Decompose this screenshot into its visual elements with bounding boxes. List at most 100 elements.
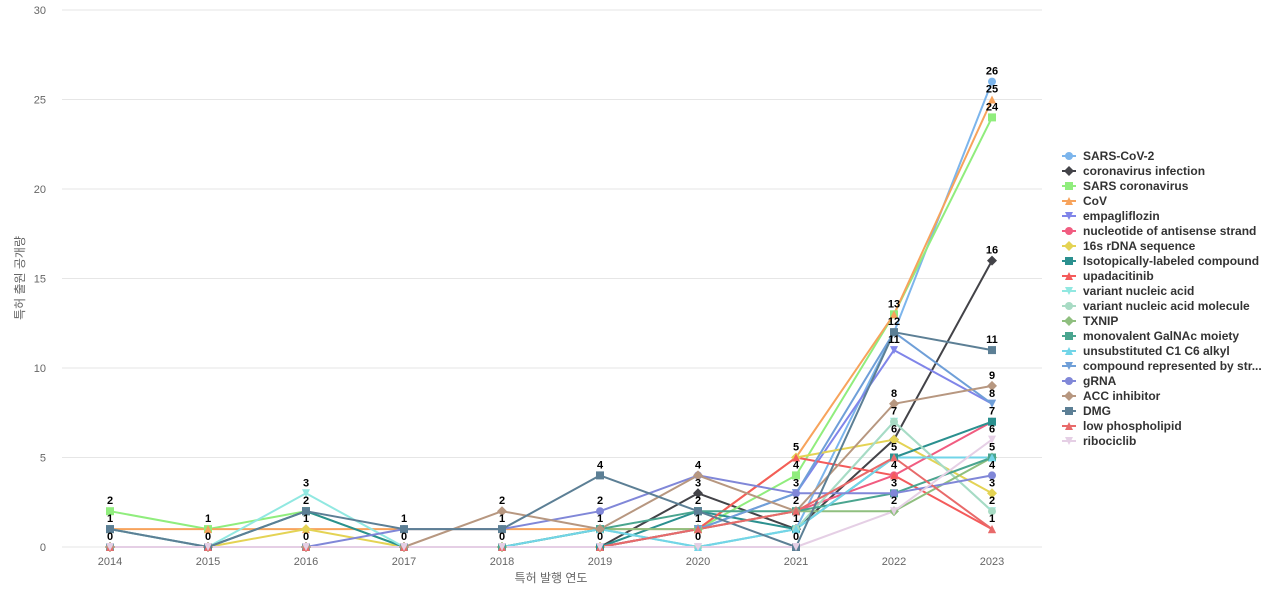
series-point xyxy=(302,507,310,516)
y-tick-label: 0 xyxy=(40,542,46,554)
series-point xyxy=(792,489,800,498)
series-point xyxy=(988,525,996,534)
series-point xyxy=(596,543,604,551)
legend-item[interactable]: ribociclib xyxy=(1062,434,1136,448)
data-label: 1 xyxy=(107,513,113,525)
legend-marker xyxy=(1065,152,1073,160)
series-point xyxy=(792,543,800,551)
data-label: 5 xyxy=(989,442,995,454)
data-label: 3 xyxy=(303,477,309,489)
x-tick-label: 2015 xyxy=(196,556,220,568)
legend-item[interactable]: compound represented by str... xyxy=(1062,359,1262,373)
data-label: 0 xyxy=(401,531,407,543)
legend-label: nucleotide of antisense strand xyxy=(1083,224,1256,238)
y-axis-ticks: 0 5 10 15 20 25 30 xyxy=(34,5,46,554)
legend-marker xyxy=(1065,407,1073,415)
legend-item[interactable]: empagliflozin xyxy=(1062,209,1160,223)
data-label: 6 xyxy=(891,424,897,436)
legend-item[interactable]: gRNA xyxy=(1062,374,1117,388)
legend-item[interactable]: coronavirus infection xyxy=(1062,164,1205,178)
data-label: 24 xyxy=(986,101,999,113)
y-axis-title: 특허 출원 공개량 xyxy=(13,236,27,320)
legend-marker xyxy=(1065,212,1073,220)
legend-label: SARS coronavirus xyxy=(1083,179,1189,193)
series-point xyxy=(890,417,898,426)
series-point xyxy=(988,77,996,86)
data-label: 25 xyxy=(986,84,998,96)
series-point xyxy=(889,434,899,445)
series-lines xyxy=(109,81,993,548)
data-label: 11 xyxy=(986,334,998,346)
legend-item[interactable]: TXNIP xyxy=(1062,314,1118,328)
legend-item[interactable]: unsubstituted C1 C6 alkyl xyxy=(1062,344,1230,358)
legend-label: ACC inhibitor xyxy=(1083,389,1161,403)
legend-item[interactable]: SARS-CoV-2 xyxy=(1062,149,1155,163)
data-label: 13 xyxy=(888,298,900,310)
data-label: 0 xyxy=(205,531,211,543)
y-tick-label: 20 xyxy=(34,184,46,196)
legend-item[interactable]: monovalent GalNAc moiety xyxy=(1062,329,1239,343)
legend-item[interactable]: low phospholipid xyxy=(1062,419,1182,433)
series-point xyxy=(890,346,898,355)
x-tick-label: 2019 xyxy=(588,556,612,568)
y-tick-label: 25 xyxy=(34,95,46,107)
data-label: 1 xyxy=(303,513,309,525)
series-point xyxy=(595,524,605,535)
series-point xyxy=(498,525,506,534)
x-axis-title: 특허 발행 연도 xyxy=(515,570,588,585)
series-point xyxy=(890,453,898,462)
data-label: 2 xyxy=(793,495,799,507)
legend-marker xyxy=(1064,316,1074,326)
series-point xyxy=(693,470,703,481)
data-label: 1 xyxy=(205,513,211,525)
series-point xyxy=(988,417,996,426)
data-label: 7 xyxy=(891,406,897,418)
data-label: 0 xyxy=(597,531,603,543)
legend-item[interactable]: nucleotide of antisense strand xyxy=(1062,224,1256,238)
legend-item[interactable]: DMG xyxy=(1062,404,1111,418)
data-label: 2 xyxy=(891,495,897,507)
series-point xyxy=(988,346,996,355)
x-tick-label: 2022 xyxy=(882,556,906,568)
data-label: 16 xyxy=(986,245,998,257)
series-point xyxy=(988,95,996,104)
data-label: 0 xyxy=(107,531,113,543)
series-point xyxy=(792,453,800,462)
data-label: 3 xyxy=(695,477,701,489)
series-point xyxy=(988,471,996,480)
data-label: 7 xyxy=(989,406,995,418)
data-label: 4 xyxy=(989,459,996,471)
series-point xyxy=(987,380,997,391)
legend-marker xyxy=(1064,391,1074,401)
legend-item[interactable]: variant nucleic acid xyxy=(1062,284,1194,298)
legend-item[interactable]: ACC inhibitor xyxy=(1062,389,1161,403)
legend-item[interactable]: upadacitinib xyxy=(1062,269,1154,283)
data-label: 3 xyxy=(793,477,799,489)
series-point xyxy=(400,543,408,551)
legend-marker xyxy=(1065,377,1073,385)
series-point xyxy=(792,471,800,480)
legend-marker xyxy=(1065,362,1073,370)
legend-item[interactable]: 16s rDNA sequence xyxy=(1062,239,1196,253)
data-label: 3 xyxy=(891,477,897,489)
series-point xyxy=(988,113,996,122)
series-point xyxy=(106,525,114,534)
series-point xyxy=(890,507,898,516)
series-point xyxy=(106,543,114,551)
legend-item[interactable]: CoV xyxy=(1062,194,1107,208)
series-point xyxy=(890,471,898,480)
data-label: 9 xyxy=(989,370,995,382)
series-point xyxy=(988,453,996,462)
data-label: 1 xyxy=(695,513,701,525)
data-label: 2 xyxy=(695,495,701,507)
series-line-17 xyxy=(109,331,993,548)
legend-item[interactable]: Isotopically-labeled compound xyxy=(1062,254,1259,268)
data-label: 4 xyxy=(793,459,800,471)
series-point xyxy=(694,543,702,551)
data-label: 26 xyxy=(986,66,998,78)
legend-item[interactable]: variant nucleic acid molecule xyxy=(1062,299,1250,313)
legend-label: compound represented by str... xyxy=(1083,359,1262,373)
data-label: 1 xyxy=(989,513,995,525)
legend-item[interactable]: SARS coronavirus xyxy=(1062,179,1189,193)
